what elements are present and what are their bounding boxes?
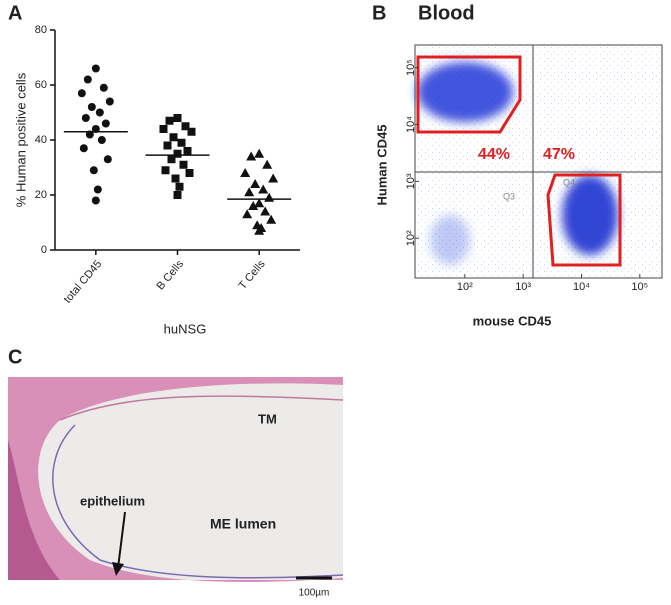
arrow-head [112,562,124,576]
data-point [97,136,106,144]
data-point [179,160,188,169]
data-point [181,122,190,131]
cell-population [417,62,513,122]
data-point [91,196,100,205]
data-point [159,125,168,133]
y-tick-label: 80 [35,24,47,36]
data-point [177,138,186,147]
annotation: ME lumen [210,516,276,532]
y-axis-label: % Human positive cells [13,72,28,207]
y-tick-label: 60 [35,79,47,91]
data-point [173,114,182,122]
data-point [264,192,275,202]
data-point [165,116,174,125]
data-point [268,173,279,183]
x-axis-label: mouse CD45 [473,313,552,328]
data-point [161,166,170,175]
data-point [173,191,182,199]
arrow [117,511,126,569]
data-point [254,225,265,235]
y-tick-label: 40 [35,134,47,146]
data-point [254,148,265,158]
y-axis-label: Human CD45 [374,125,389,206]
tissue [8,440,60,580]
data-point [169,133,178,142]
data-point [246,151,257,161]
cell-population [430,215,470,265]
x-tick-label: B Cells [154,258,186,293]
annotation: TM [258,411,277,426]
data-point [260,206,271,216]
x-tick-label: T Cells [237,258,268,292]
data-point [250,179,261,188]
cell-population [562,175,618,255]
data-point [163,141,172,150]
data-point [171,174,180,183]
data-point [103,155,112,164]
data-point [254,198,265,208]
gate-label: 47% [543,146,575,163]
y-tick-label: 10⁴ [405,116,417,133]
data-point [99,83,108,92]
membrane [59,395,344,421]
data-point [95,108,104,117]
panel-label: C [8,346,22,368]
data-point [91,64,100,73]
data-point [105,97,114,106]
data-point [81,114,90,122]
data-point [83,75,92,84]
data-point [185,169,194,177]
x-tick-label: 10³ [515,281,531,293]
data-point [173,149,182,158]
gate [546,173,622,267]
data-point [266,214,277,224]
x-tick-label: total CD45 [62,258,105,306]
gate [416,55,522,134]
data-point [183,147,192,155]
data-point [175,182,184,191]
data-point [87,103,96,111]
data-point [101,119,110,128]
y-tick-label: 10⁵ [405,59,417,76]
data-point [79,144,88,153]
quadrant-label: Q3 [503,191,515,201]
data-point [77,89,86,98]
data-point [187,127,196,136]
data-point [248,201,259,210]
gate-label: 44% [478,146,510,163]
data-point [240,168,251,177]
dot-plot: 0 20 40 60 80 total CD45 B Cells T Cells [35,24,300,306]
axes: 10² 10³ 10⁴ 10⁵ 10² 10³ 10⁴ 10⁵ [405,59,648,293]
data-point [167,155,176,164]
quadrant-label: Q4 [563,177,575,187]
data-point [242,209,253,219]
data-point [262,159,273,169]
scale-bar-label: 100µm [299,588,330,599]
y-tick-label: 0 [41,244,47,256]
data-point [258,184,269,194]
x-tick-label: 10² [457,281,473,293]
panel-title: Blood [418,2,475,24]
data-point [244,187,255,197]
epithelium-line [52,424,344,579]
x-tick-label: 10⁴ [573,281,590,293]
x-axis-label: huNSG [164,321,207,336]
annotation: epithelium [80,493,145,508]
data-point [89,166,98,175]
y-tick-label: 10² [405,230,417,246]
panel-label: A [8,2,22,24]
y-tick-label: 20 [35,189,47,201]
x-tick-label: 10⁵ [631,281,648,293]
data-point [93,185,102,194]
y-tick-label: 10³ [405,173,417,189]
panel-label: B [372,2,386,24]
